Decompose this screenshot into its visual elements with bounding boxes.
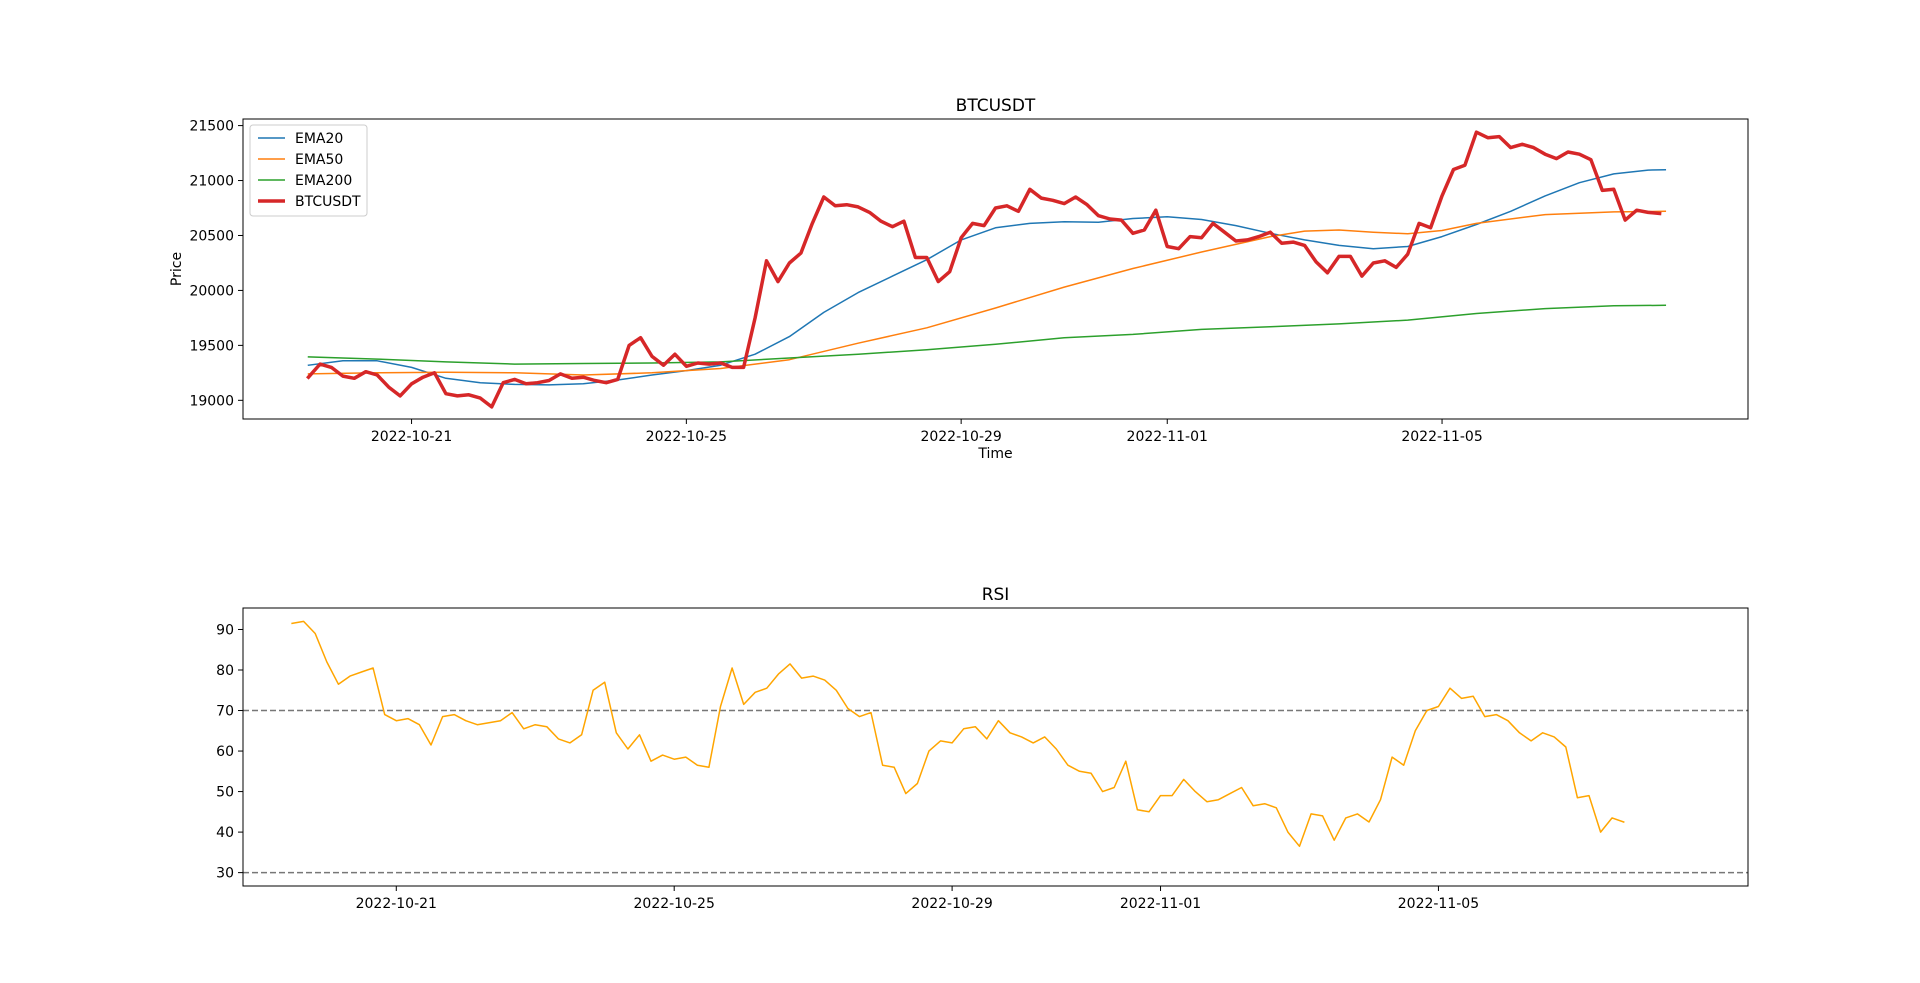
x-tick-label: 2022-10-21 [371, 429, 452, 445]
y-tick-label: 20500 [189, 228, 234, 244]
rsi-x-ticks: 2022-10-21 2022-10-25 2022-10-29 2022-11-01… [356, 886, 1479, 912]
y-tick-label: 90 [216, 622, 234, 638]
y-tick-label: 20000 [189, 283, 234, 299]
price-x-axis-label: Time [977, 446, 1012, 462]
legend-entry-ema20: EMA20 [258, 131, 343, 147]
legend-entry-ema50: EMA50 [258, 152, 343, 168]
price-x-ticks: 2022-10-21 2022-10-25 2022-10-29 2022-11-01… [371, 419, 1483, 445]
price-y-ticks: 19000 19500 20000 20500 21000 21500 [189, 119, 243, 409]
price-y-axis-label: Price [169, 252, 185, 286]
y-tick-label: 50 [216, 785, 234, 801]
rsi-threshold-lines [243, 709, 1748, 874]
rsi-series-lines [291, 620, 1625, 848]
rsi-plot-frame [242, 607, 1749, 887]
y-tick-label: 21000 [189, 174, 234, 190]
series-line-btcusdt [306, 130, 1662, 409]
x-tick-label: 2022-10-25 [634, 896, 715, 912]
legend-label-ema20: EMA20 [295, 131, 343, 147]
legend-label-ema50: EMA50 [295, 152, 343, 168]
y-tick-label: 70 [216, 704, 234, 720]
x-tick-label: 2022-10-21 [356, 896, 437, 912]
y-tick-label: 60 [216, 744, 234, 760]
price-legend: EMA20 EMA50 EMA200 BTCUSDT [249, 124, 368, 217]
x-tick-label: 2022-11-01 [1120, 896, 1201, 912]
y-tick-label: 30 [216, 866, 234, 882]
rsi-y-ticks: 30 40 50 60 70 80 90 [216, 622, 243, 882]
legend-entry-btcusdt: BTCUSDT [258, 194, 361, 210]
x-tick-label: 2022-10-25 [646, 429, 727, 445]
series-line-rsi [291, 620, 1625, 848]
y-tick-label: 40 [216, 825, 234, 841]
x-tick-label: 2022-11-05 [1401, 429, 1482, 445]
x-tick-label: 2022-11-05 [1398, 896, 1479, 912]
y-tick-label: 19500 [189, 338, 234, 354]
x-tick-label: 2022-10-29 [920, 429, 1001, 445]
price-plot-frame [242, 118, 1749, 420]
series-line-ema200 [307, 304, 1667, 365]
y-tick-label: 21500 [189, 119, 234, 135]
legend-frame [249, 124, 368, 217]
y-tick-label: 80 [216, 663, 234, 679]
series-line-ema20 [307, 169, 1667, 386]
price-chart-title: BTCUSDT [956, 96, 1036, 116]
price-chart: BTCUSDT 19000 19500 20000 20500 21000 21500 2… [169, 96, 1749, 462]
y-tick-label: 19000 [189, 393, 234, 409]
x-tick-label: 2022-10-29 [911, 896, 992, 912]
series-line-ema50 [307, 210, 1667, 376]
legend-label-btcusdt: BTCUSDT [295, 194, 361, 210]
legend-entry-ema200: EMA200 [258, 173, 352, 189]
price-series-lines [306, 130, 1667, 409]
rsi-chart-title: RSI [982, 585, 1010, 605]
x-tick-label: 2022-11-01 [1127, 429, 1208, 445]
legend-label-ema200: EMA200 [295, 173, 352, 189]
